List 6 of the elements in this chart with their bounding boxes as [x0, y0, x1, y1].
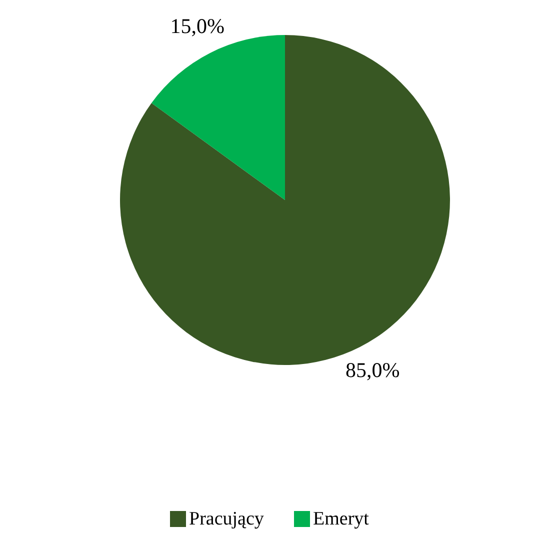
pie-slice	[120, 35, 450, 365]
legend-label: Pracujący	[189, 508, 264, 530]
data-label: 15,0%	[170, 14, 225, 38]
pie-slice	[152, 35, 285, 200]
legend-label: Emeryt	[313, 508, 370, 530]
data-label: 85,0%	[345, 358, 400, 382]
